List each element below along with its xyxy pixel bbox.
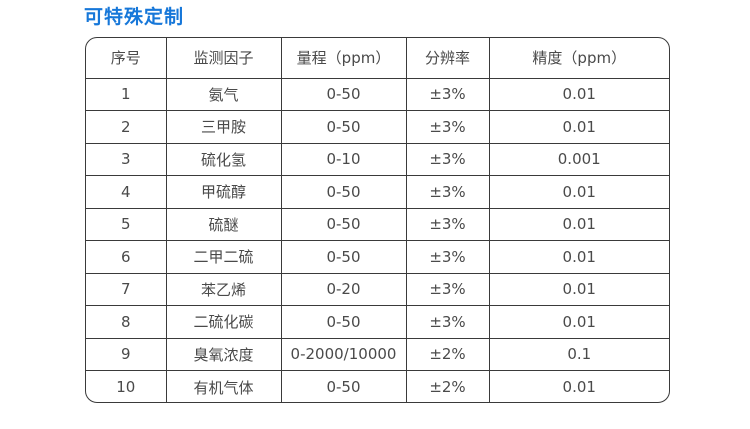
cell-resolution: ±2% — [406, 370, 490, 402]
column-header-resolution: 分辨率 — [406, 38, 490, 79]
cell-resolution: ±3% — [406, 143, 490, 176]
cell-precision: 0.01 — [489, 175, 669, 209]
cell-range: 0-2000/10000 — [281, 338, 407, 371]
cell-precision: 0.01 — [489, 240, 669, 274]
cell-factor: 有机气体 — [166, 370, 282, 402]
cell-range: 0-50 — [281, 110, 407, 144]
cell-resolution: ±2% — [406, 338, 490, 371]
spec-table: 序号 监测因子 量程（ppm） 分辨率 精度（ppm） 1 氨气 0-50 ±3… — [85, 37, 670, 403]
cell-range: 0-10 — [281, 143, 407, 176]
cell-range: 0-50 — [281, 305, 407, 339]
cell-resolution: ±3% — [406, 175, 490, 209]
cell-index: 6 — [86, 240, 167, 274]
cell-precision: 0.01 — [489, 78, 669, 111]
column-header-precision: 精度（ppm） — [489, 38, 669, 79]
cell-range: 0-20 — [281, 273, 407, 306]
cell-resolution: ±3% — [406, 78, 490, 111]
cell-precision: 0.001 — [489, 143, 669, 176]
cell-precision: 0.01 — [489, 273, 669, 306]
cell-range: 0-50 — [281, 208, 407, 241]
cell-range: 0-50 — [281, 240, 407, 274]
cell-index: 1 — [86, 78, 167, 111]
table-row: 4 甲硫醇 0-50 ±3% 0.01 — [86, 175, 669, 209]
column-header-range: 量程（ppm） — [281, 38, 407, 79]
cell-range: 0-50 — [281, 175, 407, 209]
cell-index: 2 — [86, 110, 167, 144]
cell-precision: 0.01 — [489, 208, 669, 241]
cell-factor: 二硫化碳 — [166, 305, 282, 339]
cell-index: 4 — [86, 175, 167, 209]
header-row: 序号 监测因子 量程（ppm） 分辨率 精度（ppm） — [86, 38, 669, 79]
table-row: 1 氨气 0-50 ±3% 0.01 — [86, 78, 669, 111]
cell-factor: 臭氧浓度 — [166, 338, 282, 371]
cell-factor: 硫化氢 — [166, 143, 282, 176]
cell-range: 0-50 — [281, 78, 407, 111]
cell-index: 7 — [86, 273, 167, 306]
cell-range: 0-50 — [281, 370, 407, 402]
cell-resolution: ±3% — [406, 240, 490, 274]
cell-resolution: ±3% — [406, 208, 490, 241]
page-title: 可特殊定制 — [84, 6, 185, 28]
cell-factor: 二甲二硫 — [166, 240, 282, 274]
cell-index: 3 — [86, 143, 167, 176]
cell-factor: 三甲胺 — [166, 110, 282, 144]
cell-index: 8 — [86, 305, 167, 339]
cell-resolution: ±3% — [406, 273, 490, 306]
cell-index: 5 — [86, 208, 167, 241]
cell-factor: 苯乙烯 — [166, 273, 282, 306]
cell-factor: 硫醚 — [166, 208, 282, 241]
table-row: 5 硫醚 0-50 ±3% 0.01 — [86, 208, 669, 241]
table-row: 10 有机气体 0-50 ±2% 0.01 — [86, 370, 669, 402]
cell-precision: 0.01 — [562, 378, 596, 396]
spec-table-grid: 序号 监测因子 量程（ppm） 分辨率 精度（ppm） 1 氨气 0-50 ±3… — [86, 38, 669, 402]
cell-factor: 氨气 — [166, 78, 282, 111]
cell-resolution: ±3% — [406, 305, 490, 339]
column-header-index: 序号 — [86, 38, 167, 79]
cell-precision: 0.1 — [489, 338, 669, 371]
table-row: 2 三甲胺 0-50 ±3% 0.01 — [86, 110, 669, 144]
cell-index: 9 — [86, 338, 167, 371]
cell-precision: 0.01 — [489, 305, 669, 339]
table-row: 9 臭氧浓度 0-2000/10000 ±2% 0.1 — [86, 338, 669, 371]
cell-resolution: ±3% — [406, 110, 490, 144]
table-row: 8 二硫化碳 0-50 ±3% 0.01 — [86, 305, 669, 339]
column-header-factor: 监测因子 — [166, 38, 282, 79]
cell-factor: 甲硫醇 — [166, 175, 282, 209]
table-row: 6 二甲二硫 0-50 ±3% 0.01 — [86, 240, 669, 274]
cell-index: 10 — [86, 370, 167, 402]
cell-precision: 0.01 — [489, 110, 669, 144]
table-row: 7 苯乙烯 0-20 ±3% 0.01 — [86, 273, 669, 306]
table-row: 3 硫化氢 0-10 ±3% 0.001 — [86, 143, 669, 176]
